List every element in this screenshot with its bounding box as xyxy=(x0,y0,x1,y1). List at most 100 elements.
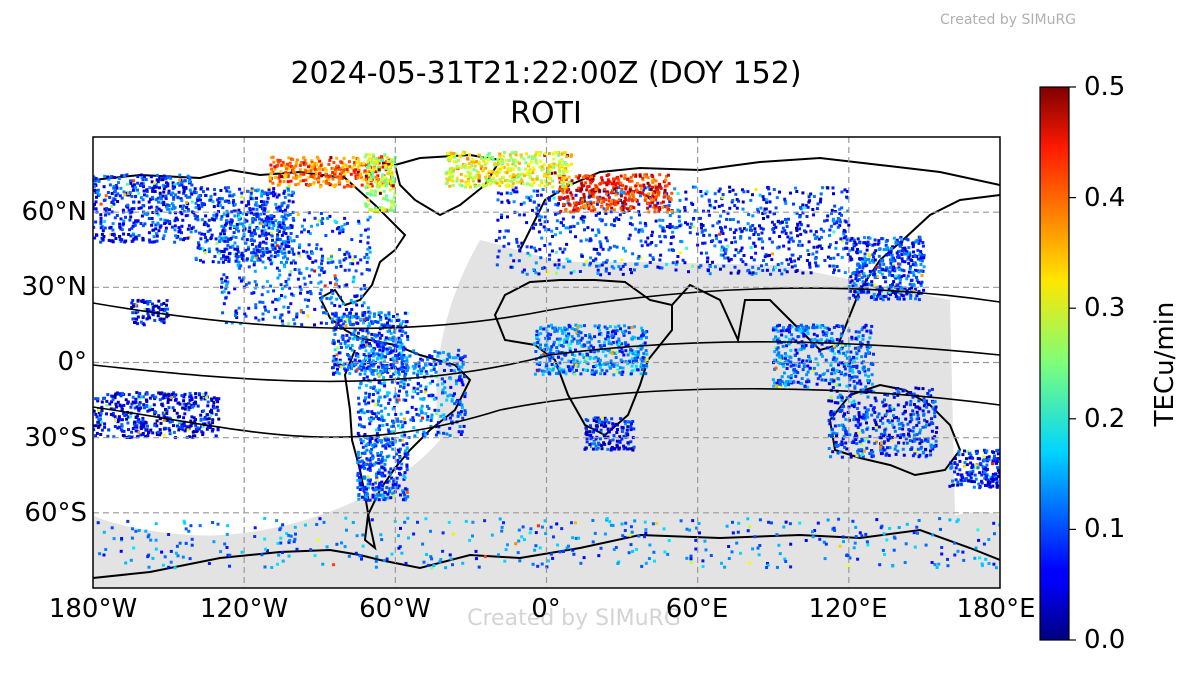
roti-point xyxy=(122,403,126,407)
roti-point xyxy=(556,371,560,375)
roti-point xyxy=(365,375,369,379)
roti-point xyxy=(243,218,247,222)
roti-point xyxy=(498,184,502,188)
roti-point xyxy=(346,353,350,356)
roti-point xyxy=(591,177,595,181)
roti-point xyxy=(475,160,478,164)
roti-point xyxy=(236,263,240,267)
roti-point xyxy=(353,294,357,298)
roti-point xyxy=(405,390,409,394)
roti-point xyxy=(295,158,299,162)
roti-point xyxy=(617,218,621,221)
roti-point xyxy=(557,351,561,355)
roti-point xyxy=(562,169,566,172)
roti-point xyxy=(525,182,529,186)
roti-point xyxy=(587,204,591,208)
roti-point xyxy=(357,493,361,496)
roti-point xyxy=(406,410,410,414)
roti-point xyxy=(398,456,402,459)
roti-point xyxy=(100,420,103,424)
roti-point xyxy=(561,176,565,180)
roti-point xyxy=(296,277,300,281)
roti-point xyxy=(554,163,558,167)
roti-point xyxy=(389,158,393,162)
roti-point xyxy=(106,393,110,397)
roti-point xyxy=(495,170,499,174)
roti-point xyxy=(181,207,185,210)
roti-point xyxy=(559,173,563,177)
roti-point xyxy=(683,261,687,265)
roti-point xyxy=(380,341,384,345)
roti-point xyxy=(603,209,607,213)
roti-point xyxy=(140,395,144,399)
roti-point xyxy=(373,312,376,316)
roti-point xyxy=(648,204,652,208)
roti-point xyxy=(356,337,360,341)
roti-point xyxy=(507,168,511,172)
roti-point xyxy=(533,246,536,250)
roti-point xyxy=(165,299,169,303)
roti-point xyxy=(348,346,352,350)
roti-point xyxy=(631,420,635,423)
roti-point xyxy=(315,247,318,251)
roti-point xyxy=(547,336,551,340)
roti-point xyxy=(194,392,198,396)
roti-point xyxy=(178,178,182,182)
roti-point xyxy=(238,187,242,191)
roti-point xyxy=(419,419,423,423)
roti-point xyxy=(610,417,614,421)
roti-point xyxy=(259,212,263,216)
roti-point xyxy=(157,229,161,233)
roti-point xyxy=(160,402,164,406)
roti-point xyxy=(102,235,106,238)
roti-point xyxy=(163,218,167,222)
roti-point xyxy=(428,381,432,385)
roti-point xyxy=(114,189,117,193)
roti-point xyxy=(276,183,280,187)
roti-point xyxy=(270,156,274,160)
roti-point xyxy=(323,167,327,171)
roti-point xyxy=(515,174,519,178)
roti-point xyxy=(589,200,593,204)
roti-point xyxy=(560,159,564,163)
roti-point xyxy=(152,228,155,232)
roti-point xyxy=(148,405,152,409)
roti-point xyxy=(325,176,329,180)
roti-point xyxy=(643,221,647,225)
roti-point xyxy=(512,259,516,263)
roti-point xyxy=(277,159,281,163)
roti-point xyxy=(385,324,389,328)
roti-point xyxy=(362,489,366,493)
roti-point xyxy=(385,181,389,185)
roti-point xyxy=(353,171,357,175)
roti-point xyxy=(658,266,662,270)
roti-point xyxy=(374,403,378,407)
roti-point xyxy=(366,478,370,482)
roti-point xyxy=(142,423,146,427)
roti-point xyxy=(141,198,145,202)
roti-point xyxy=(324,181,328,185)
roti-point xyxy=(136,181,140,185)
roti-point xyxy=(638,174,642,178)
roti-point xyxy=(565,327,569,331)
roti-point xyxy=(260,194,264,198)
roti-point xyxy=(135,317,139,321)
roti-point xyxy=(562,180,566,184)
roti-point xyxy=(333,363,337,367)
roti-point xyxy=(361,335,365,339)
roti-point xyxy=(234,309,238,313)
roti-point xyxy=(575,331,579,335)
roti-point xyxy=(517,174,521,178)
roti-point xyxy=(199,413,203,417)
roti-point xyxy=(368,177,372,181)
roti-point xyxy=(93,184,96,188)
roti-point xyxy=(337,339,340,343)
roti-point xyxy=(365,252,369,256)
roti-point xyxy=(170,419,174,423)
roti-point xyxy=(309,280,313,284)
roti-point xyxy=(488,169,492,173)
roti-point xyxy=(433,397,437,401)
roti-point xyxy=(403,471,407,475)
roti-point xyxy=(390,430,394,434)
roti-point xyxy=(338,174,342,178)
